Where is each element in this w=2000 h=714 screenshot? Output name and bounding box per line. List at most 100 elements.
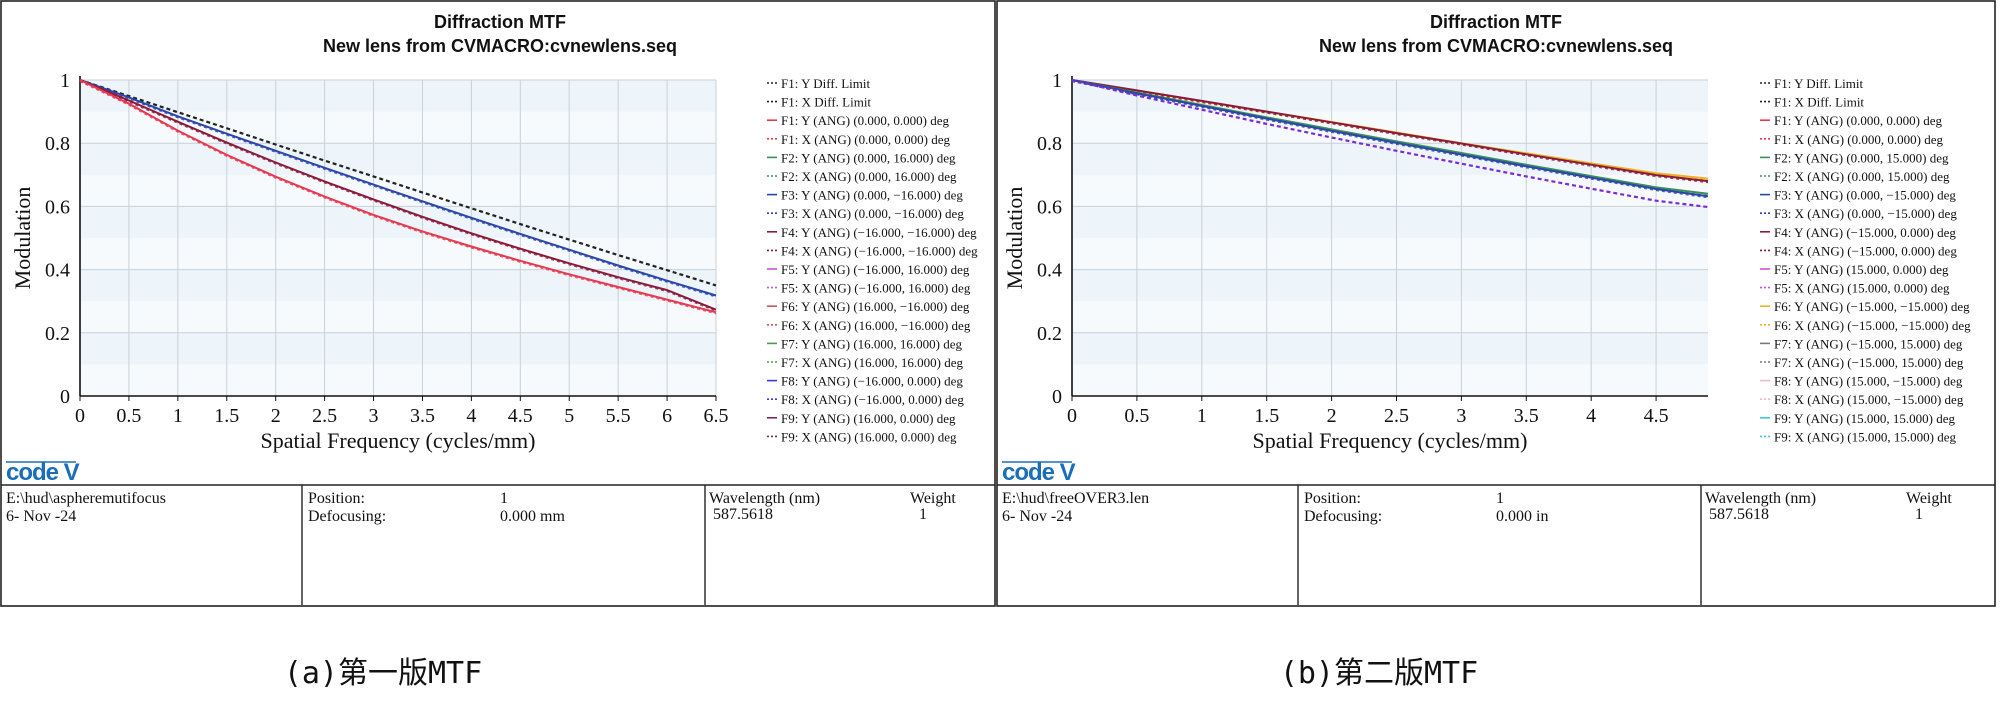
x-axis-label: Spatial Frequency (cycles/mm) (261, 428, 536, 453)
info-position-value: 1 (500, 490, 508, 507)
x-tick-label: 3 (369, 405, 379, 427)
info-position-label: Position: (308, 490, 365, 507)
figure-caption: (b)第二版MTF (1280, 656, 1478, 691)
y-tick-label: 0.6 (1037, 196, 1062, 218)
series-line-4 (79, 79, 717, 314)
series-line-x-4 (1071, 80, 1709, 199)
x-tick-label: 2.5 (312, 405, 337, 427)
legend-label: F7: Y (ANG) (−15.000, 15.000) deg (1774, 336, 1963, 351)
legend-label: F9: X (ANG) (15.000, 15.000) deg (1774, 429, 1956, 444)
legend-label: F7: X (ANG) (−15.000, 15.000) deg (1774, 355, 1964, 370)
x-tick-label: 2 (1327, 405, 1337, 427)
legend-label: F3: X (ANG) (0.000, −16.000) deg (781, 206, 964, 221)
info-defocus-label: Defocusing: (308, 508, 386, 525)
legend-label: F5: X (ANG) (15.000, 0.000) deg (1774, 281, 1950, 296)
info-file-path: E:\hud\freeOVER3.len (1002, 490, 1149, 507)
y-tick-label: 0.2 (45, 323, 70, 345)
x-tick-label: 5 (564, 405, 574, 427)
legend-label: F6: X (ANG) (16.000, −16.000) deg (781, 318, 971, 333)
legend-label: F9: X (ANG) (16.000, 0.000) deg (781, 429, 957, 444)
figure-caption: (a)第一版MTF (284, 656, 482, 691)
info-file-path: E:\hud\aspheremutifocus (6, 490, 166, 507)
legend-label: F1: X (ANG) (0.000, 0.000) deg (781, 132, 950, 147)
series-line-4 (1071, 79, 1709, 198)
chart-subtitle: New lens from CVMACRO:cvnewlens.seq (323, 36, 677, 56)
legend-label: F8: Y (ANG) (−16.000, 0.000) deg (781, 374, 963, 389)
y-tick-label: 0.8 (1037, 133, 1062, 155)
legend-label: F1: Y (ANG) (0.000, 0.000) deg (1774, 113, 1943, 128)
info-position-label: Position: (1304, 490, 1361, 507)
legend-label: F2: Y (ANG) (0.000, 16.000) deg (781, 150, 956, 165)
codev-logo: code V (1002, 459, 1077, 486)
legend-label: F1: Y Diff. Limit (781, 76, 870, 91)
x-tick-label: 0 (1067, 405, 1077, 427)
info-weight-value: 1 (1915, 506, 1923, 523)
legend-label: F4: X (ANG) (−15.000, 0.000) deg (1774, 243, 1957, 258)
y-tick-label: 0.4 (45, 260, 70, 282)
legend-label: F2: Y (ANG) (0.000, 15.000) deg (1774, 150, 1949, 165)
x-tick-label: 1.5 (1254, 405, 1279, 427)
info-weight-label: Weight (1906, 490, 1952, 507)
legend-label: F7: Y (ANG) (16.000, 16.000) deg (781, 336, 963, 351)
chart-title: Diffraction MTF (434, 12, 566, 32)
series-line-x-3 (79, 80, 717, 312)
info-defocus-value: 0.000 mm (500, 508, 565, 525)
legend-label: F8: Y (ANG) (15.000, −15.000) deg (1774, 374, 1963, 389)
info-defocus-value: 0.000 in (1496, 508, 1548, 525)
info-wavelength-value: 587.5618 (1709, 506, 1769, 523)
info-position-value: 1 (1496, 490, 1504, 507)
x-tick-label: 6.5 (704, 405, 729, 427)
y-tick-label: 0.4 (1037, 260, 1062, 282)
legend-label: F3: Y (ANG) (0.000, −15.000) deg (1774, 188, 1956, 203)
series-line-2 (1071, 79, 1709, 183)
legend-label: F8: X (ANG) (15.000, −15.000) deg (1774, 392, 1964, 407)
y-axis-label: Modulation (1002, 187, 1027, 290)
legend-label: F5: Y (ANG) (−16.000, 16.000) deg (781, 262, 970, 277)
codev-logo: code V (6, 459, 81, 486)
plot-area (1072, 80, 1708, 396)
legend-label: F3: Y (ANG) (0.000, −16.000) deg (781, 188, 963, 203)
legend-label: F2: X (ANG) (0.000, 15.000) deg (1774, 169, 1950, 184)
x-tick-label: 6 (662, 405, 672, 427)
series-line-x-4 (79, 80, 717, 315)
legend-label: F6: X (ANG) (−15.000, −15.000) deg (1774, 318, 1971, 333)
info-date: 6- Nov -24 (6, 508, 76, 525)
x-tick-label: 2.5 (1384, 405, 1409, 427)
legend: F1: Y Diff. Limit F1: X Diff. Limit F1: Y … (767, 76, 978, 444)
series-line-x-2 (1071, 80, 1709, 184)
codev-logo-text: code V (1002, 459, 1076, 486)
legend-label: F2: X (ANG) (0.000, 16.000) deg (781, 169, 957, 184)
legend-label: F7: X (ANG) (16.000, 16.000) deg (781, 355, 963, 370)
legend-label: F9: Y (ANG) (16.000, 0.000) deg (781, 411, 956, 426)
x-tick-label: 0.5 (116, 405, 141, 427)
y-tick-label: 1 (60, 70, 70, 92)
legend-label: F1: Y Diff. Limit (1774, 76, 1863, 91)
info-wavelength-label: Wavelength (nm) (709, 490, 820, 507)
x-tick-label: 4.5 (508, 405, 533, 427)
y-tick-label: 0.6 (45, 196, 70, 218)
x-tick-label: 1 (1197, 405, 1207, 427)
plot-area (80, 80, 716, 396)
x-tick-label: 4.5 (1644, 405, 1669, 427)
x-tick-label: 0 (75, 405, 85, 427)
legend-label: F1: Y (ANG) (0.000, 0.000) deg (781, 113, 950, 128)
x-tick-label: 5.5 (606, 405, 631, 427)
y-tick-label: 0 (60, 386, 70, 408)
legend-label: F6: Y (ANG) (16.000, −16.000) deg (781, 299, 970, 314)
legend-label: F1: X Diff. Limit (781, 95, 871, 110)
legend-label: F3: X (ANG) (0.000, −15.000) deg (1774, 206, 1957, 221)
x-tick-label: 2 (271, 405, 281, 427)
info-date: 6- Nov -24 (1002, 508, 1072, 525)
info-wavelength-value: 587.5618 (713, 506, 773, 523)
info-wavelength-label: Wavelength (nm) (1705, 490, 1816, 507)
chart-panel-1: Diffraction MTF New lens from CVMACRO:cvn… (0, 0, 996, 691)
legend-label: F1: X Diff. Limit (1774, 95, 1864, 110)
x-tick-label: 3.5 (410, 405, 435, 427)
x-tick-label: 0.5 (1124, 405, 1149, 427)
series-line-5 (1071, 78, 1709, 209)
y-tick-label: 0.8 (45, 133, 70, 155)
codev-logo-text: code V (6, 459, 80, 486)
info-weight-value: 1 (919, 506, 927, 523)
x-tick-label: 1 (173, 405, 183, 427)
